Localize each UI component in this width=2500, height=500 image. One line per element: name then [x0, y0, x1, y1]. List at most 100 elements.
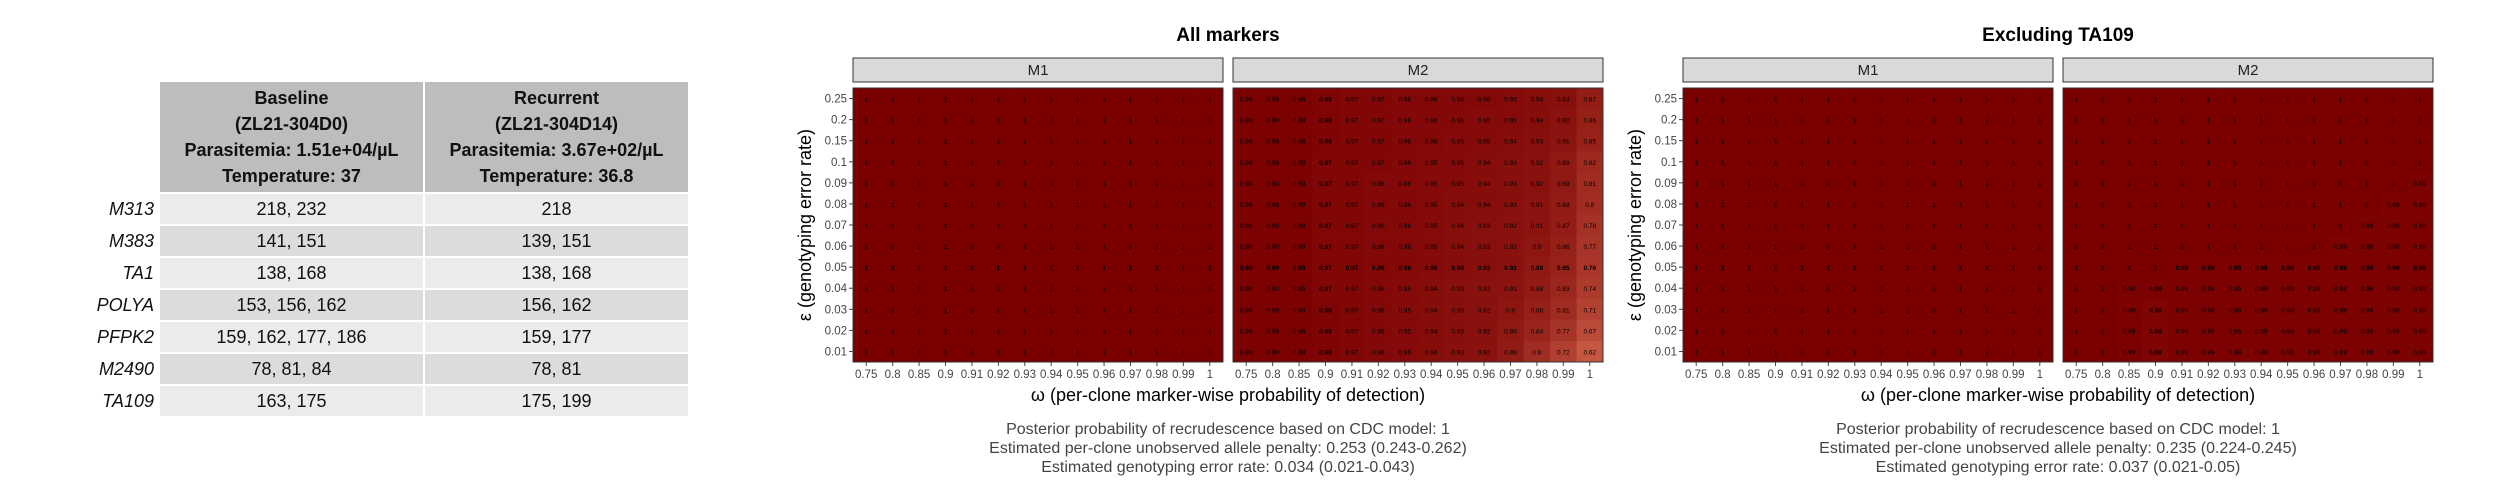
heatmap-cell	[1841, 130, 1869, 152]
heatmap-cell	[1170, 256, 1197, 279]
cell-value-label: 0.93	[1478, 244, 1491, 251]
cell-value-label: 1	[2074, 244, 2078, 251]
cell-value-label: 1	[917, 202, 921, 209]
cell-value-label: 1	[970, 223, 974, 230]
heatmap-cell	[2353, 109, 2381, 131]
heatmap-cell	[1523, 193, 1551, 215]
cell-value-label: 1	[2101, 118, 2105, 125]
table-cell: 163, 175	[256, 391, 326, 411]
cell-value-label: 1	[1774, 97, 1778, 104]
cell-value-label: 1	[2286, 118, 2290, 125]
cell-value-label: 1	[2207, 139, 2211, 146]
cell-value-label: 1	[997, 181, 1001, 188]
heatmap-cell	[1233, 88, 1260, 110]
heatmap-cell	[1894, 319, 1922, 342]
cell-value-label: 1	[944, 97, 948, 104]
heatmap-cell	[1841, 151, 1869, 173]
cell-value-label: 1	[2233, 118, 2237, 125]
heatmap-cell	[1143, 298, 1171, 321]
heatmap-cell	[985, 235, 1012, 258]
table-marker-label: TA1	[122, 263, 154, 283]
heatmap-cell	[1418, 193, 1445, 215]
cell-value-label: 1	[2207, 244, 2211, 251]
heatmap-cell	[1868, 319, 1895, 342]
y-axis-label: ε (genotyping error rate)	[795, 129, 815, 321]
cell-value-label: 0.99	[1240, 181, 1253, 188]
heatmap-cell	[1683, 130, 1710, 152]
cell-value-label: 1	[1827, 328, 1831, 335]
cell-value-label: 1	[2154, 265, 2158, 272]
heatmap-cell	[2274, 172, 2302, 194]
cell-value-label: 0.97	[1372, 139, 1385, 146]
cell-value-label: 0.99	[2387, 223, 2400, 230]
heatmap-cell	[1735, 214, 1763, 236]
heatmap-cell	[1683, 214, 1710, 236]
heatmap-cell	[1038, 151, 1065, 173]
heatmap-cell	[985, 319, 1012, 342]
heatmap-cell	[1011, 172, 1039, 194]
cell-value-label: 1	[2180, 118, 2184, 125]
cell-value-label: 0.97	[1346, 118, 1359, 125]
heatmap-cell	[1735, 340, 1763, 363]
heatmap-cell	[2026, 193, 2054, 215]
heatmap-cell	[1894, 235, 1922, 258]
heatmap-cell	[1259, 256, 1287, 279]
heatmap-cell	[985, 88, 1012, 110]
cell-value-label: 0.95	[1398, 328, 1411, 335]
heatmap-cell	[1444, 193, 1472, 215]
cell-value-label: 1	[2012, 265, 2016, 272]
heatmap-cell	[2327, 130, 2355, 152]
cell-value-label: 1	[2012, 181, 2016, 188]
cell-value-label: 1	[1853, 349, 1857, 356]
cell-value-label: 1	[1827, 118, 1831, 125]
heatmap-cell	[2221, 319, 2249, 342]
cell-value-label: 0.99	[2123, 328, 2136, 335]
heatmap-cell	[2406, 256, 2434, 279]
heatmap-cell	[1920, 298, 1948, 321]
cell-value-label: 1	[2392, 160, 2396, 167]
heatmap-cell	[1973, 319, 2001, 342]
x-tick-label: 0.97	[2329, 369, 2351, 381]
cell-value-label: 1	[1959, 349, 1963, 356]
heatmap-cell	[1090, 193, 1118, 215]
heatmap-cell	[2327, 214, 2355, 236]
heatmap-cell	[1391, 193, 1419, 215]
cell-value-label: 0.93	[1504, 160, 1517, 167]
cell-value-label: 0.99	[2255, 286, 2268, 293]
cell-value-label: 0.99	[2202, 265, 2215, 272]
cell-value-label: 1	[864, 265, 868, 272]
cell-value-label: 1	[2101, 202, 2105, 209]
cell-value-label: 1	[1076, 160, 1080, 167]
cell-value-label: 1	[2012, 286, 2016, 293]
heatmap-cell	[932, 109, 960, 131]
table-header-line: (ZL21-304D14)	[495, 114, 618, 134]
cell-value-label: 1	[1076, 328, 1080, 335]
cell-value-label: 0.99	[2202, 328, 2215, 335]
heatmap-cell	[1170, 130, 1197, 152]
x-tick-label: 0.75	[1685, 369, 1707, 381]
cell-value-label: 1	[2339, 181, 2343, 188]
heatmap-cell	[1815, 256, 1842, 279]
cell-value-label: 1	[1208, 160, 1212, 167]
heatmap-cell	[1011, 319, 1039, 342]
heatmap-cell	[1815, 151, 1842, 173]
table-marker-label: TA109	[102, 391, 154, 411]
cell-value-label: 1	[2180, 181, 2184, 188]
heatmap-cell	[2115, 319, 2143, 342]
cell-value-label: 1	[1774, 328, 1778, 335]
x-tick-label: 0.92	[1367, 369, 1389, 381]
cell-value-label: 1	[2180, 139, 2184, 146]
heatmap-cell	[879, 88, 907, 110]
cell-value-label: 0.81	[1557, 307, 1570, 314]
cell-value-label: 1	[1800, 97, 1804, 104]
heatmap-cell	[2221, 88, 2249, 110]
heatmap-cell	[1233, 214, 1260, 236]
cell-value-label: 1	[944, 286, 948, 293]
heatmap-cell	[905, 298, 933, 321]
cell-value-label: 1	[1800, 223, 1804, 230]
heatmap-cell	[2142, 235, 2170, 258]
heatmap-cell	[1868, 256, 1895, 279]
allele-table: Baseline(ZL21-304D0)Parasitemia: 1.51e+0…	[97, 82, 688, 416]
cell-value-label: 0.95	[1451, 181, 1464, 188]
heatmap-cell	[2168, 130, 2196, 152]
